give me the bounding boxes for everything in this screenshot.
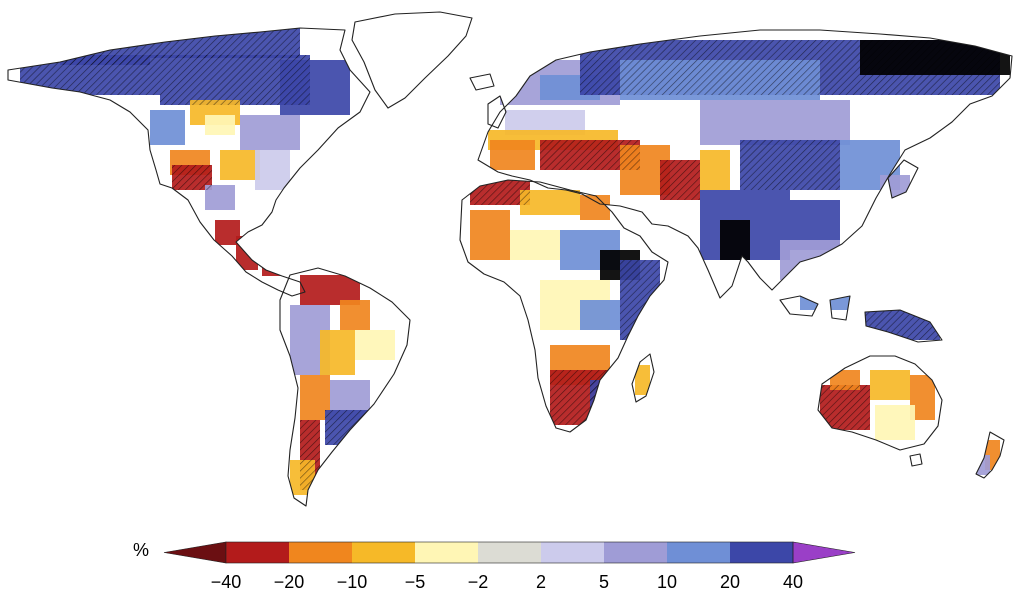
hatch-mongolia-china-blue	[740, 140, 840, 190]
patch-iberia-orange	[490, 140, 535, 170]
australia-outline	[817, 355, 943, 451]
africa-outline	[459, 179, 669, 433]
patch-madagascar-yellow	[635, 365, 650, 395]
colorbar-legend: % −40 −20 −10 −5 −2 2 5 10 20 40	[133, 540, 856, 592]
hatch-arctic-canada	[60, 40, 150, 65]
patch-guyana-orange	[340, 300, 370, 330]
hatch-siberia-blue	[580, 40, 1000, 95]
colorbar-under-triangle	[163, 541, 227, 564]
hatch-nw-africa-red	[470, 180, 530, 205]
patch-central-canada	[240, 115, 300, 150]
colorbar-frame	[225, 541, 794, 564]
patch-west-africa-orange	[470, 210, 510, 260]
eurasia-outline	[477, 29, 1013, 299]
hatch-mozambique-blue	[590, 380, 615, 410]
patch-afghanistan-yellow	[700, 150, 730, 190]
hatch-northern-canada	[160, 55, 310, 105]
patch-eastern-usa	[255, 150, 290, 190]
colorbar-tick-label: 10	[657, 572, 677, 592]
colorbar-segment	[667, 542, 730, 563]
world-map	[7, 11, 1013, 507]
colorbar-tick-label: 20	[720, 572, 740, 592]
patch-india-purple	[720, 220, 750, 260]
patch-libya-orange	[580, 195, 610, 220]
land-outlines	[7, 11, 1013, 507]
hatch-west-australia-red	[820, 385, 870, 430]
colorbar-unit-label: %	[133, 540, 149, 560]
land-fill-shape	[910, 454, 922, 466]
tasmania-outline	[909, 453, 923, 467]
colorbar-tick-label: −20	[274, 572, 305, 592]
colorbar-segment	[604, 542, 667, 563]
colorbar-over-triangle	[792, 541, 856, 564]
colorbar-segment	[541, 542, 604, 563]
colorbar-tick-label: −2	[468, 572, 489, 592]
colorbar-segment	[289, 542, 352, 563]
greenland-outline	[351, 11, 473, 109]
south-america-outline	[279, 267, 411, 507]
north-america-outline	[7, 27, 371, 297]
hatch-canada-arctic-islands	[150, 28, 300, 58]
land-fill-shape	[470, 74, 494, 90]
indonesia-outline	[779, 295, 943, 343]
patch-central-australia-yellow	[870, 370, 910, 400]
colorbar-segment	[226, 542, 289, 563]
new-zealand-outline	[975, 431, 1005, 479]
patch-south-usa-yellow	[220, 150, 260, 180]
colorbar-segment	[730, 542, 793, 563]
colorbar-tick-label: 2	[536, 572, 546, 592]
japan-outline	[887, 159, 919, 199]
colorbar-tick-label: 40	[783, 572, 803, 592]
colorbar-segment	[415, 542, 478, 563]
land-fill-shape	[352, 12, 472, 108]
hatch-sw-usa-red	[172, 165, 212, 190]
patch-pale-patch	[205, 115, 235, 135]
hatch-east-africa-blue	[620, 260, 660, 340]
hatch-iran-red	[660, 160, 700, 200]
patch-mexico-red	[215, 220, 240, 245]
patch-malaysia-blue	[800, 280, 850, 310]
patch-central-asia-light	[700, 100, 850, 145]
colorbar-tick-label: 5	[599, 572, 609, 592]
patch-south-australia-pale	[875, 405, 915, 440]
patch-amazon-yellow	[320, 330, 355, 375]
hatch-chile-red	[300, 420, 320, 490]
british-isles-outline	[487, 95, 507, 129]
patch-western-canada-blue	[150, 110, 185, 145]
colorbar-segment	[352, 542, 415, 563]
hatch-mediterranean-red	[540, 140, 600, 170]
patch-se-asia-light	[780, 240, 840, 280]
patch-sahel-pale	[510, 230, 560, 260]
iceland-outline	[469, 73, 495, 91]
patch-brazil-pale	[355, 330, 395, 360]
colorbar-segment	[478, 542, 541, 563]
hatch-balkans-red	[600, 140, 640, 170]
madagascar-outline	[631, 353, 655, 403]
patch-tanzania-blue	[580, 300, 620, 330]
colorbar-tick-label: −40	[211, 572, 242, 592]
colorbar-tick-label: −10	[337, 572, 368, 592]
colorbar-tick-label: −5	[405, 572, 426, 592]
